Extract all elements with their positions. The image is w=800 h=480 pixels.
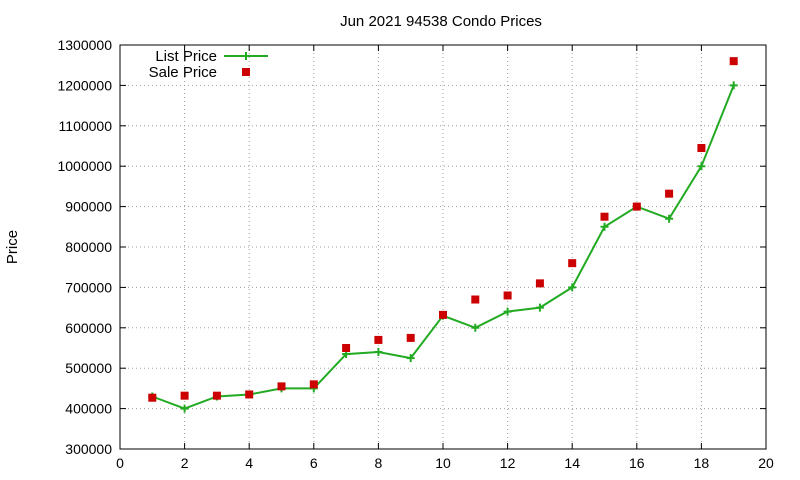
x-tick-label: 6	[310, 455, 318, 471]
sale-price-point	[406, 333, 415, 342]
y-tick-label: 500000	[65, 360, 112, 376]
x-tick-label: 14	[564, 455, 580, 471]
list-price-point	[600, 222, 609, 231]
list-price-point	[665, 214, 674, 223]
x-tick-label: 16	[629, 455, 645, 471]
legend-label-sale-price: Sale Price	[149, 64, 217, 81]
x-tick-label: 18	[694, 455, 710, 471]
sale-price-point	[148, 393, 157, 402]
sale-price-point	[342, 344, 351, 352]
y-tick-label: 800000	[65, 239, 112, 255]
list-price-point	[535, 303, 544, 312]
list-price-point	[503, 307, 512, 316]
y-axis-tick-labels: 300000 400000 500000 600000 700000 800000 9000…	[57, 37, 112, 457]
list-price-point	[406, 354, 415, 363]
x-tick-label: 0	[116, 455, 124, 471]
sale-price-point	[632, 202, 641, 211]
sale-price-point	[729, 57, 738, 66]
x-tick-label: 4	[245, 455, 253, 471]
sale-price-point	[309, 380, 318, 389]
sale-price-point	[503, 291, 512, 300]
list-price-point	[180, 404, 189, 413]
x-axis-tick-labels: 0 2 4 6 8 10 12 14 16 18 20	[116, 455, 774, 471]
list-price-point	[471, 323, 480, 332]
legend-marker-sale-price	[242, 68, 250, 76]
y-tick-label: 1000000	[57, 158, 112, 174]
sale-price-point	[665, 189, 674, 198]
y-tick-label: 900000	[65, 199, 112, 215]
sale-price-point	[212, 391, 221, 400]
sale-price-point	[439, 310, 447, 319]
axis-ticks	[119, 44, 767, 450]
y-tick-label: 400000	[65, 401, 112, 417]
sale-price-point	[535, 279, 544, 288]
sale-price-point	[568, 259, 577, 268]
sale-price-point	[697, 144, 706, 153]
y-tick-label: 600000	[65, 320, 112, 336]
sale-price-point	[277, 382, 286, 391]
list-price-point	[729, 81, 738, 90]
legend: List Price Sale Price	[149, 48, 268, 81]
sale-price-point	[245, 390, 254, 399]
sale-price-point	[600, 212, 609, 221]
sale-price-point	[180, 391, 189, 400]
legend-label-list-price: List Price	[155, 48, 217, 65]
y-tick-label: 700000	[65, 279, 112, 295]
sale-price-point	[471, 295, 480, 304]
list-price-point	[374, 348, 383, 357]
y-tick-label: 1300000	[57, 37, 112, 53]
list-price-point	[697, 162, 706, 171]
chart-title: Jun 2021 94538 Condo Prices	[340, 13, 542, 30]
y-tick-label: 300000	[65, 441, 112, 457]
series-layer	[148, 57, 738, 413]
legend-marker-list-price	[242, 52, 250, 60]
y-tick-label: 1100000	[59, 118, 113, 134]
list-price-point	[568, 283, 577, 292]
x-tick-label: 2	[181, 455, 189, 471]
x-tick-label: 12	[500, 455, 516, 471]
grid	[120, 45, 766, 449]
x-tick-label: 20	[758, 455, 774, 471]
y-axis-label: Price	[4, 230, 21, 264]
y-tick-label: 1200000	[57, 77, 112, 93]
x-tick-label: 10	[435, 455, 451, 471]
x-tick-label: 8	[375, 455, 383, 471]
sale-price-point	[374, 335, 383, 344]
